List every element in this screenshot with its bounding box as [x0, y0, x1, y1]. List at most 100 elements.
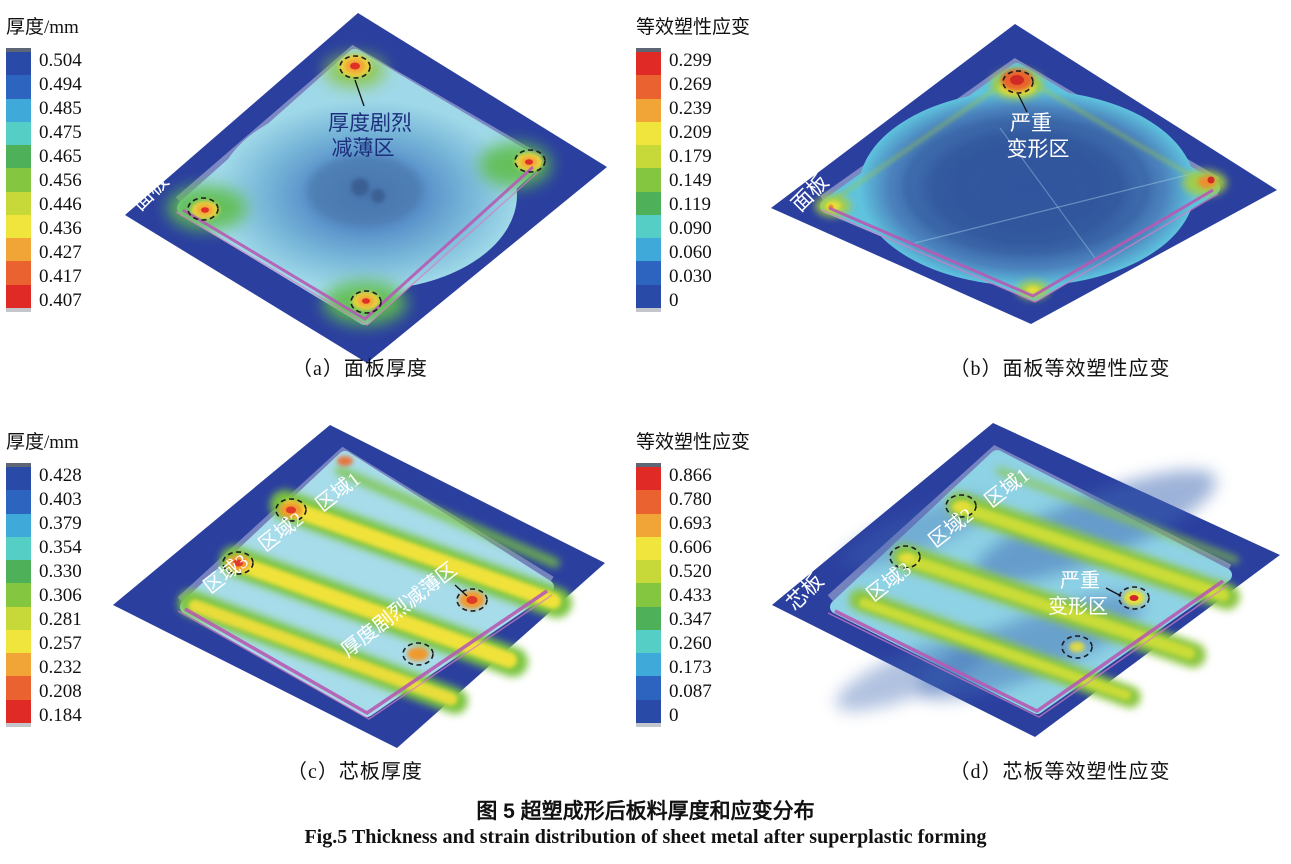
colorbar-tick-label: 0.149 [669, 169, 712, 191]
colorbar-tick-label: 0.403 [39, 488, 82, 510]
colorbar-tick-label: 0.184 [39, 704, 82, 726]
colorbar-band [636, 261, 661, 285]
colorbar-band [636, 490, 661, 514]
colorbar [636, 48, 661, 312]
colorbar-band [636, 284, 661, 308]
colorbar-band [636, 676, 661, 700]
colorbar-band [6, 52, 31, 76]
colorbar-band [6, 490, 31, 514]
colorbar-tick-label: 0 [669, 704, 679, 726]
die-edge-line-magenta [182, 165, 535, 321]
hotspot-top [339, 55, 371, 77]
colorbar-band [6, 560, 31, 584]
colorbar-tick-label: 0.260 [669, 632, 712, 654]
colorbar-tick-label: 0.299 [669, 49, 712, 71]
colorbar-band [6, 629, 31, 654]
colorbar-labels: 0.428 0.403 0.379 0.354 0.330 0.306 0.281 0.257… [39, 463, 82, 727]
colorbar-tick-label: 0 [669, 289, 679, 311]
callout-label: 严重 [1010, 111, 1052, 135]
hotspot-bottom [1017, 281, 1049, 299]
hotspot-stripe1 [952, 501, 970, 513]
dashed-highlight-circle [945, 494, 977, 518]
colorbar-tick-label: 0.417 [39, 265, 82, 287]
colorbar [6, 463, 31, 727]
colorbar-tick-label: 0.239 [669, 97, 712, 119]
legend-title: 等效塑性应变 [636, 432, 751, 453]
legend-title: 厚度/mm [6, 17, 79, 38]
callout-line [1105, 587, 1122, 597]
caption-d: （d）芯板等效塑性应变 [949, 761, 1171, 783]
callout-line [1017, 93, 1028, 113]
colorbar-tick-label: 0.494 [39, 73, 82, 95]
colorbar-band [6, 583, 31, 607]
colorbar-tick-label: 0.060 [669, 241, 712, 263]
panel-b: 等效塑性应变 0.299 0.269 0.239 0.209 0.179 0.149 0.1… [630, 0, 1291, 400]
colorbar-band [636, 214, 661, 239]
colorbar-tick-label: 0.866 [669, 464, 712, 486]
colorbar-tick-label: 0.485 [39, 97, 82, 119]
hotspot-right [1123, 590, 1145, 606]
contour-plot-core-strain: 区域1 区域2 区域3 严重 变形区 芯板 [772, 423, 1280, 737]
callout-label: 厚度剧烈 [328, 111, 412, 135]
colorbar-tick-label: 0.179 [669, 145, 712, 167]
colorbar-band [636, 168, 661, 192]
colorbar-band [6, 214, 31, 239]
dashed-highlight-circle [889, 545, 921, 569]
colorbar-band [6, 145, 31, 169]
hotspot-right [1183, 170, 1227, 196]
figure-title-zh: 图 5 超塑成形后板料厚度和应变分布 [476, 800, 815, 823]
panel-c: 厚度/mm 0.428 0.403 0.379 0.354 0.330 0.306 0.28… [0, 405, 645, 800]
colorbar-band [636, 606, 661, 630]
hotspot-right [515, 153, 543, 171]
hotspot-top-corner [337, 456, 353, 466]
callout-label: 减薄区 [332, 136, 395, 160]
colorbar-band [636, 583, 661, 607]
colorbar-tick-label: 0.379 [39, 512, 82, 534]
colorbar-band [636, 653, 661, 677]
dashed-highlight-circle [514, 149, 546, 173]
colorbar-tick-label: 0.456 [39, 169, 82, 191]
dashed-highlight-circle [1002, 70, 1034, 94]
callout-line [454, 584, 468, 597]
colorbar [6, 48, 31, 312]
legend-title: 等效塑性应变 [636, 17, 751, 38]
colorbar-tick-label: 0.208 [39, 680, 82, 702]
colorbar-band [6, 191, 31, 215]
colorbar-tick-label: 0.354 [39, 536, 82, 558]
colorbar-tick-label: 0.119 [669, 193, 712, 215]
dashed-highlight-circle [1061, 635, 1093, 659]
colorbar-tick-label: 0.407 [39, 289, 82, 311]
colorbar-tick-label: 0.504 [39, 49, 82, 71]
dashed-highlight-circle [1118, 586, 1150, 610]
colorbar-tick-label: 0.306 [39, 584, 82, 606]
colorbar-band [6, 121, 31, 146]
colorbar-band [636, 191, 661, 215]
colorbar-band [636, 52, 661, 76]
caption-a: （a）面板厚度 [292, 358, 428, 380]
colorbar-band [6, 676, 31, 700]
colorbar-tick-label: 0.030 [669, 265, 712, 287]
callout-label: 严重 [1060, 569, 1100, 592]
colorbar-band [6, 98, 31, 122]
callout-label: 变形区 [1048, 595, 1108, 618]
colorbar-band [6, 653, 31, 677]
colorbar-tick-label: 0.606 [669, 536, 712, 558]
colorbar-band [636, 238, 661, 262]
colorbar-band [6, 699, 31, 723]
corrugation-stripes [849, 467, 1240, 708]
colorbar-band [636, 629, 661, 654]
hotspot-bottom [407, 647, 429, 661]
colorbar [636, 463, 661, 727]
colorbar-tick-label: 0.428 [39, 464, 82, 486]
die-edge-line-magenta [828, 188, 1214, 298]
legend-thickness-c: 厚度/mm 0.428 0.403 0.379 0.354 0.330 0.306 0.28… [6, 427, 131, 727]
colorbar-tick-label: 0.520 [669, 560, 712, 582]
colorbar-tick-label: 0.090 [669, 217, 712, 239]
figure-title-en: Fig.5 Thickness and strain distribution … [304, 826, 987, 848]
hotspot-stripe2 [898, 553, 914, 563]
callout-label: 变形区 [1007, 137, 1070, 161]
panel-d: 等效塑性应变 0.866 0.780 0.693 0.606 0.520 0.433 0.3… [630, 405, 1291, 800]
colorbar-tick-label: 0.269 [669, 73, 712, 95]
dashed-highlight-circle [275, 498, 307, 522]
